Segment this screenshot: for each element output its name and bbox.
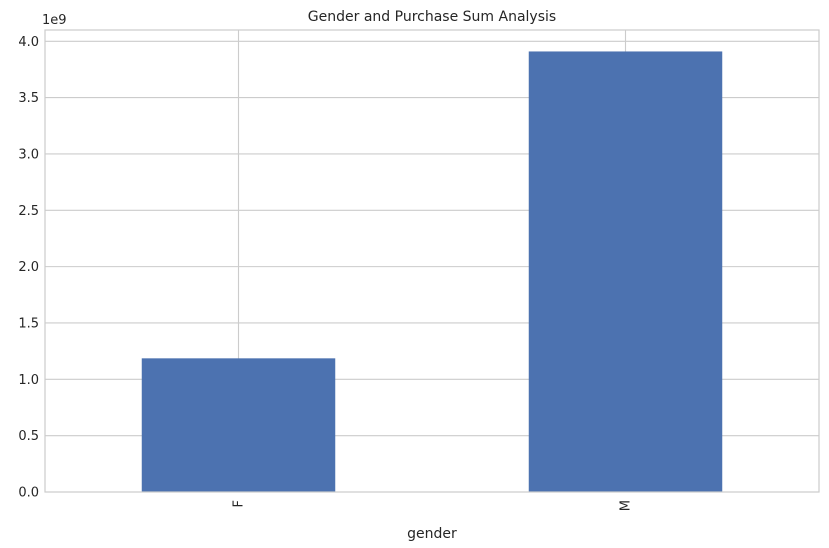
y-tick-label: 2.0 [18, 260, 39, 275]
y-tick-label: 3.0 [18, 147, 39, 162]
y-tick-label: 0.0 [18, 486, 39, 501]
y-tick-label: 1.0 [18, 373, 39, 388]
x-tick-label: M [619, 500, 634, 511]
y-tick-label: 3.5 [18, 91, 39, 106]
y-tick-label: 1.5 [18, 316, 39, 331]
y-axis-offset-label: 1e9 [42, 13, 67, 28]
x-tick-label: F [232, 500, 247, 507]
bar-M [528, 51, 723, 493]
y-tick-label: 2.5 [18, 204, 39, 219]
bars [141, 51, 723, 493]
y-tick-label: 0.5 [18, 429, 39, 444]
x-axis-label: gender [407, 526, 457, 542]
tick-labels: 0.0 0.5 1.0 1.5 2.0 2.5 3.0 3.5 4.0 F M [18, 35, 633, 511]
plot-frame [44, 29, 820, 493]
chart-title: Gender and Purchase Sum Analysis [308, 9, 556, 25]
bar-F [141, 358, 336, 492]
y-tick-label: 4.0 [18, 35, 39, 50]
